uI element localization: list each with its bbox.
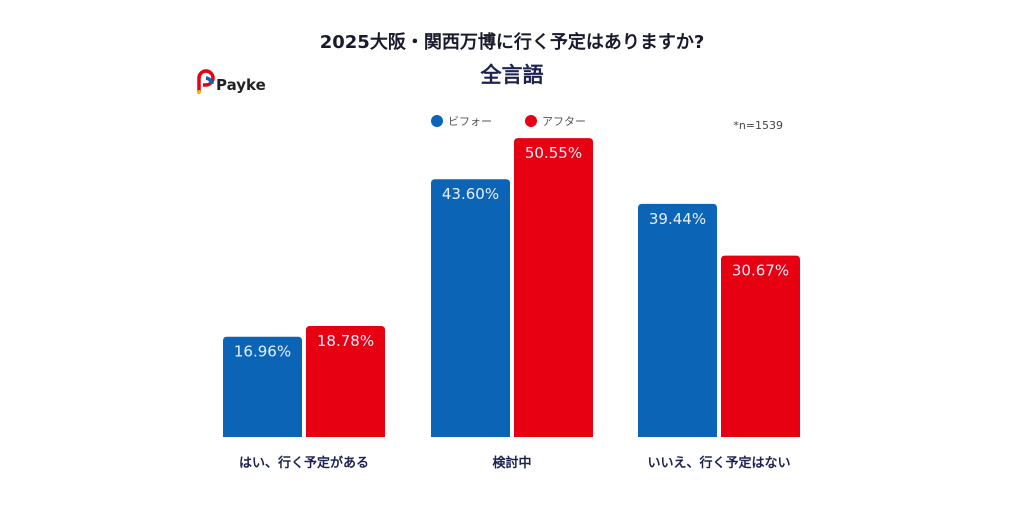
legend-label: ビフォー <box>448 115 492 128</box>
bar <box>721 255 800 437</box>
bar <box>638 203 717 437</box>
legend: ビフォー アフター <box>431 115 586 128</box>
bar <box>431 179 510 438</box>
bar <box>514 138 593 437</box>
data-label: 39.44% <box>649 210 706 228</box>
chart-title: 2025大阪・関西万博に行く予定はありますか? <box>320 31 705 53</box>
category-label: 検討中 <box>492 455 531 471</box>
data-label: 16.96% <box>234 343 291 361</box>
data-label: 18.78% <box>317 332 374 350</box>
sample-size-note: *n=1539 <box>733 119 783 132</box>
payke-logo-text: Payke <box>216 76 266 94</box>
chart-subtitle: 全言語 <box>480 63 544 87</box>
category-label: はい、行く予定がある <box>239 455 369 471</box>
bars: 16.96% 43.60% 39.44% 18.78% 50.55% 30.67% <box>223 138 800 438</box>
data-label: 30.67% <box>732 262 789 280</box>
data-label: 43.60% <box>442 185 499 203</box>
bar <box>223 336 302 437</box>
bar <box>306 325 385 437</box>
category-labels: はい、行く予定がある 検討中 いいえ、行く予定はない <box>239 455 791 471</box>
legend-marker <box>431 115 443 127</box>
payke-logo: Payke <box>197 69 266 94</box>
data-label: 50.55% <box>525 144 582 162</box>
payke-logo-icon <box>197 69 215 94</box>
legend-label: アフター <box>542 115 586 128</box>
legend-marker <box>525 115 537 127</box>
category-label: いいえ、行く予定はない <box>647 455 790 471</box>
